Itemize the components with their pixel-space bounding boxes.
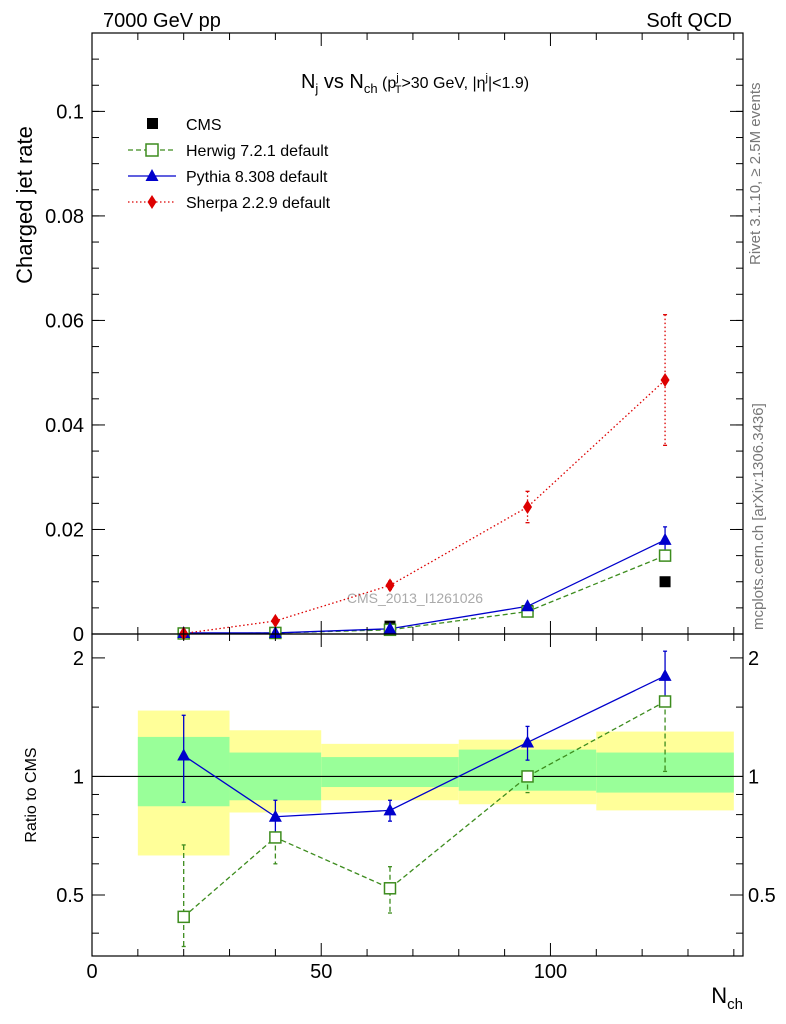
legend-label-sherpa: Sherpa 2.2.9 default [186, 195, 331, 212]
header-right: Soft QCD [646, 10, 732, 32]
main-point-2-3 [521, 599, 535, 612]
main-point-3-4 [660, 373, 670, 388]
ratio-ytick-label-0: 0.5 [56, 885, 84, 907]
ratio-bands [137, 710, 734, 856]
main-line-1 [183, 555, 666, 635]
legend-item-herwig: Herwig 7.2.1 default [128, 143, 329, 160]
main-point-3-3 [523, 500, 533, 515]
rivet-label: Rivet 3.1.10, ≥ 2.5M events [747, 83, 764, 266]
mcplots-label: mcplots.cern.ch [arXiv:1306.3436] [750, 403, 767, 630]
ratio-ytick-label-2: 2 [73, 648, 84, 670]
plot-title: Nj vs Nch (pj T>30 GeV, |ηj|<1.9) [301, 71, 529, 96]
ratio-series [177, 650, 672, 948]
legend-label-cms: CMS [186, 117, 222, 134]
main-line-2 [183, 539, 666, 634]
ratio-ytick-label-right-2: 2 [748, 648, 759, 670]
main-ytick-label-3: 0.06 [45, 310, 84, 332]
ratio-ytick-label-right-0: 0.5 [748, 885, 776, 907]
legend-marker-cms [147, 118, 158, 129]
xtick-label-1: 50 [310, 961, 332, 983]
ratio-point-0-1 [269, 831, 282, 844]
legend-label-pythia: Pythia 8.308 default [186, 169, 328, 186]
legend-marker-herwig [145, 143, 159, 157]
ratio-point-0-0 [177, 910, 190, 924]
axes: 00.020.040.060.080.10.5 0.51 12 20 50 100 [45, 32, 776, 983]
legend-marker-sherpa [147, 195, 157, 209]
ratio-xlabel: Nch [711, 983, 743, 1013]
main-point-3-1 [270, 613, 280, 628]
legend-item-sherpa: Sherpa 2.2.9 default [128, 195, 331, 212]
ratio-point-1-0 [177, 748, 191, 761]
ratio-ytick-label-1: 1 [73, 766, 84, 788]
ratio-line-0 [183, 700, 666, 918]
main-point-0-4 [659, 576, 671, 588]
legend-item-pythia: Pythia 8.308 default [128, 169, 328, 186]
header-left: 7000 GeV pp [103, 10, 221, 32]
legend-marker-pythia [145, 169, 159, 181]
legend-item-cms: CMS [147, 117, 222, 134]
ratio-point-1-1 [268, 809, 282, 822]
ratio-point-1-4 [658, 668, 672, 681]
ratio-point-1-3 [521, 735, 535, 748]
band-green-2 [321, 757, 459, 788]
main-ytick-label-1: 0.02 [45, 519, 84, 541]
main-point-2-2 [383, 621, 397, 634]
main-ylabel: Charged jet rate [12, 126, 37, 284]
main-point-2-4 [658, 532, 672, 545]
xtick-label-0: 0 [86, 961, 97, 983]
ratio-point-0-2 [383, 882, 397, 895]
ratio-point-1-2 [383, 803, 397, 816]
main-ytick-label-0: 0 [73, 624, 84, 646]
legend-label-herwig: Herwig 7.2.1 default [186, 143, 329, 160]
watermark: CMS_2013_I1261026 [347, 590, 483, 606]
legend: CMS Herwig 7.2.1 default Pythia 8.308 de… [128, 117, 331, 212]
ratio-ylabel: Ratio to CMS [23, 747, 40, 842]
ratio-frame [91, 633, 744, 957]
main-point-1-4 [658, 549, 672, 562]
ratio-point-0-4 [658, 695, 672, 708]
ratio-point-0-3 [521, 770, 534, 783]
main-ytick-label-4: 0.08 [45, 206, 84, 228]
main-point-3-2 [385, 578, 395, 593]
xtick-label-2: 100 [534, 961, 567, 983]
ratio-ytick-label-right-1: 1 [748, 766, 759, 788]
main-ytick-label-2: 0.04 [45, 415, 84, 437]
main-ytick-label-5: 0.1 [56, 101, 84, 123]
